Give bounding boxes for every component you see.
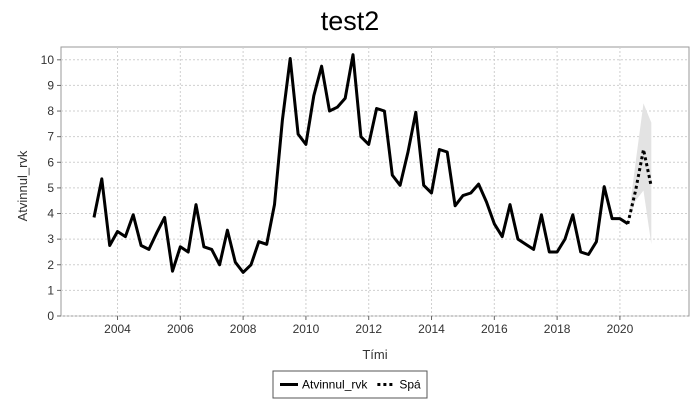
series-line-forecast — [626, 148, 653, 225]
y-tick-label: 10 — [41, 53, 55, 67]
y-tick-label: 3 — [47, 232, 54, 246]
plot-area — [60, 46, 690, 317]
legend-box — [272, 370, 428, 399]
y-tick-label: 7 — [47, 130, 54, 144]
forecast-band — [627, 103, 652, 245]
y-tick-label: 2 — [47, 258, 54, 272]
x-tick-label: 2014 — [418, 322, 445, 336]
x-tick-label: 2018 — [544, 322, 571, 336]
x-tick-label: 2008 — [230, 322, 257, 336]
chart-title: test2 — [321, 6, 380, 36]
y-tick-label: 8 — [47, 104, 54, 118]
y-axis-label: Atvinnul_rvk — [15, 150, 30, 221]
series-line-actual — [92, 53, 629, 274]
x-tick-label: 2016 — [481, 322, 508, 336]
legend-label: Atvinnul_rvk — [302, 378, 368, 392]
x-tick-label: 2004 — [104, 322, 131, 336]
legend: Atvinnul_rvk Spá — [272, 370, 428, 399]
x-axis-label: Tími — [362, 347, 387, 362]
y-tick-label: 9 — [47, 78, 54, 92]
y-tick-label: 5 — [47, 181, 54, 195]
x-tick-label: 2010 — [293, 322, 320, 336]
x-tick-label: 2020 — [607, 322, 634, 336]
y-tick-label: 4 — [47, 207, 54, 221]
x-tick-label: 2012 — [355, 322, 382, 336]
y-tick-label: 6 — [47, 155, 54, 169]
x-tick-label: 2006 — [167, 322, 194, 336]
legend-label: Spá — [399, 378, 421, 392]
y-tick-label: 0 — [47, 309, 54, 323]
y-tick-label: 1 — [47, 283, 54, 297]
